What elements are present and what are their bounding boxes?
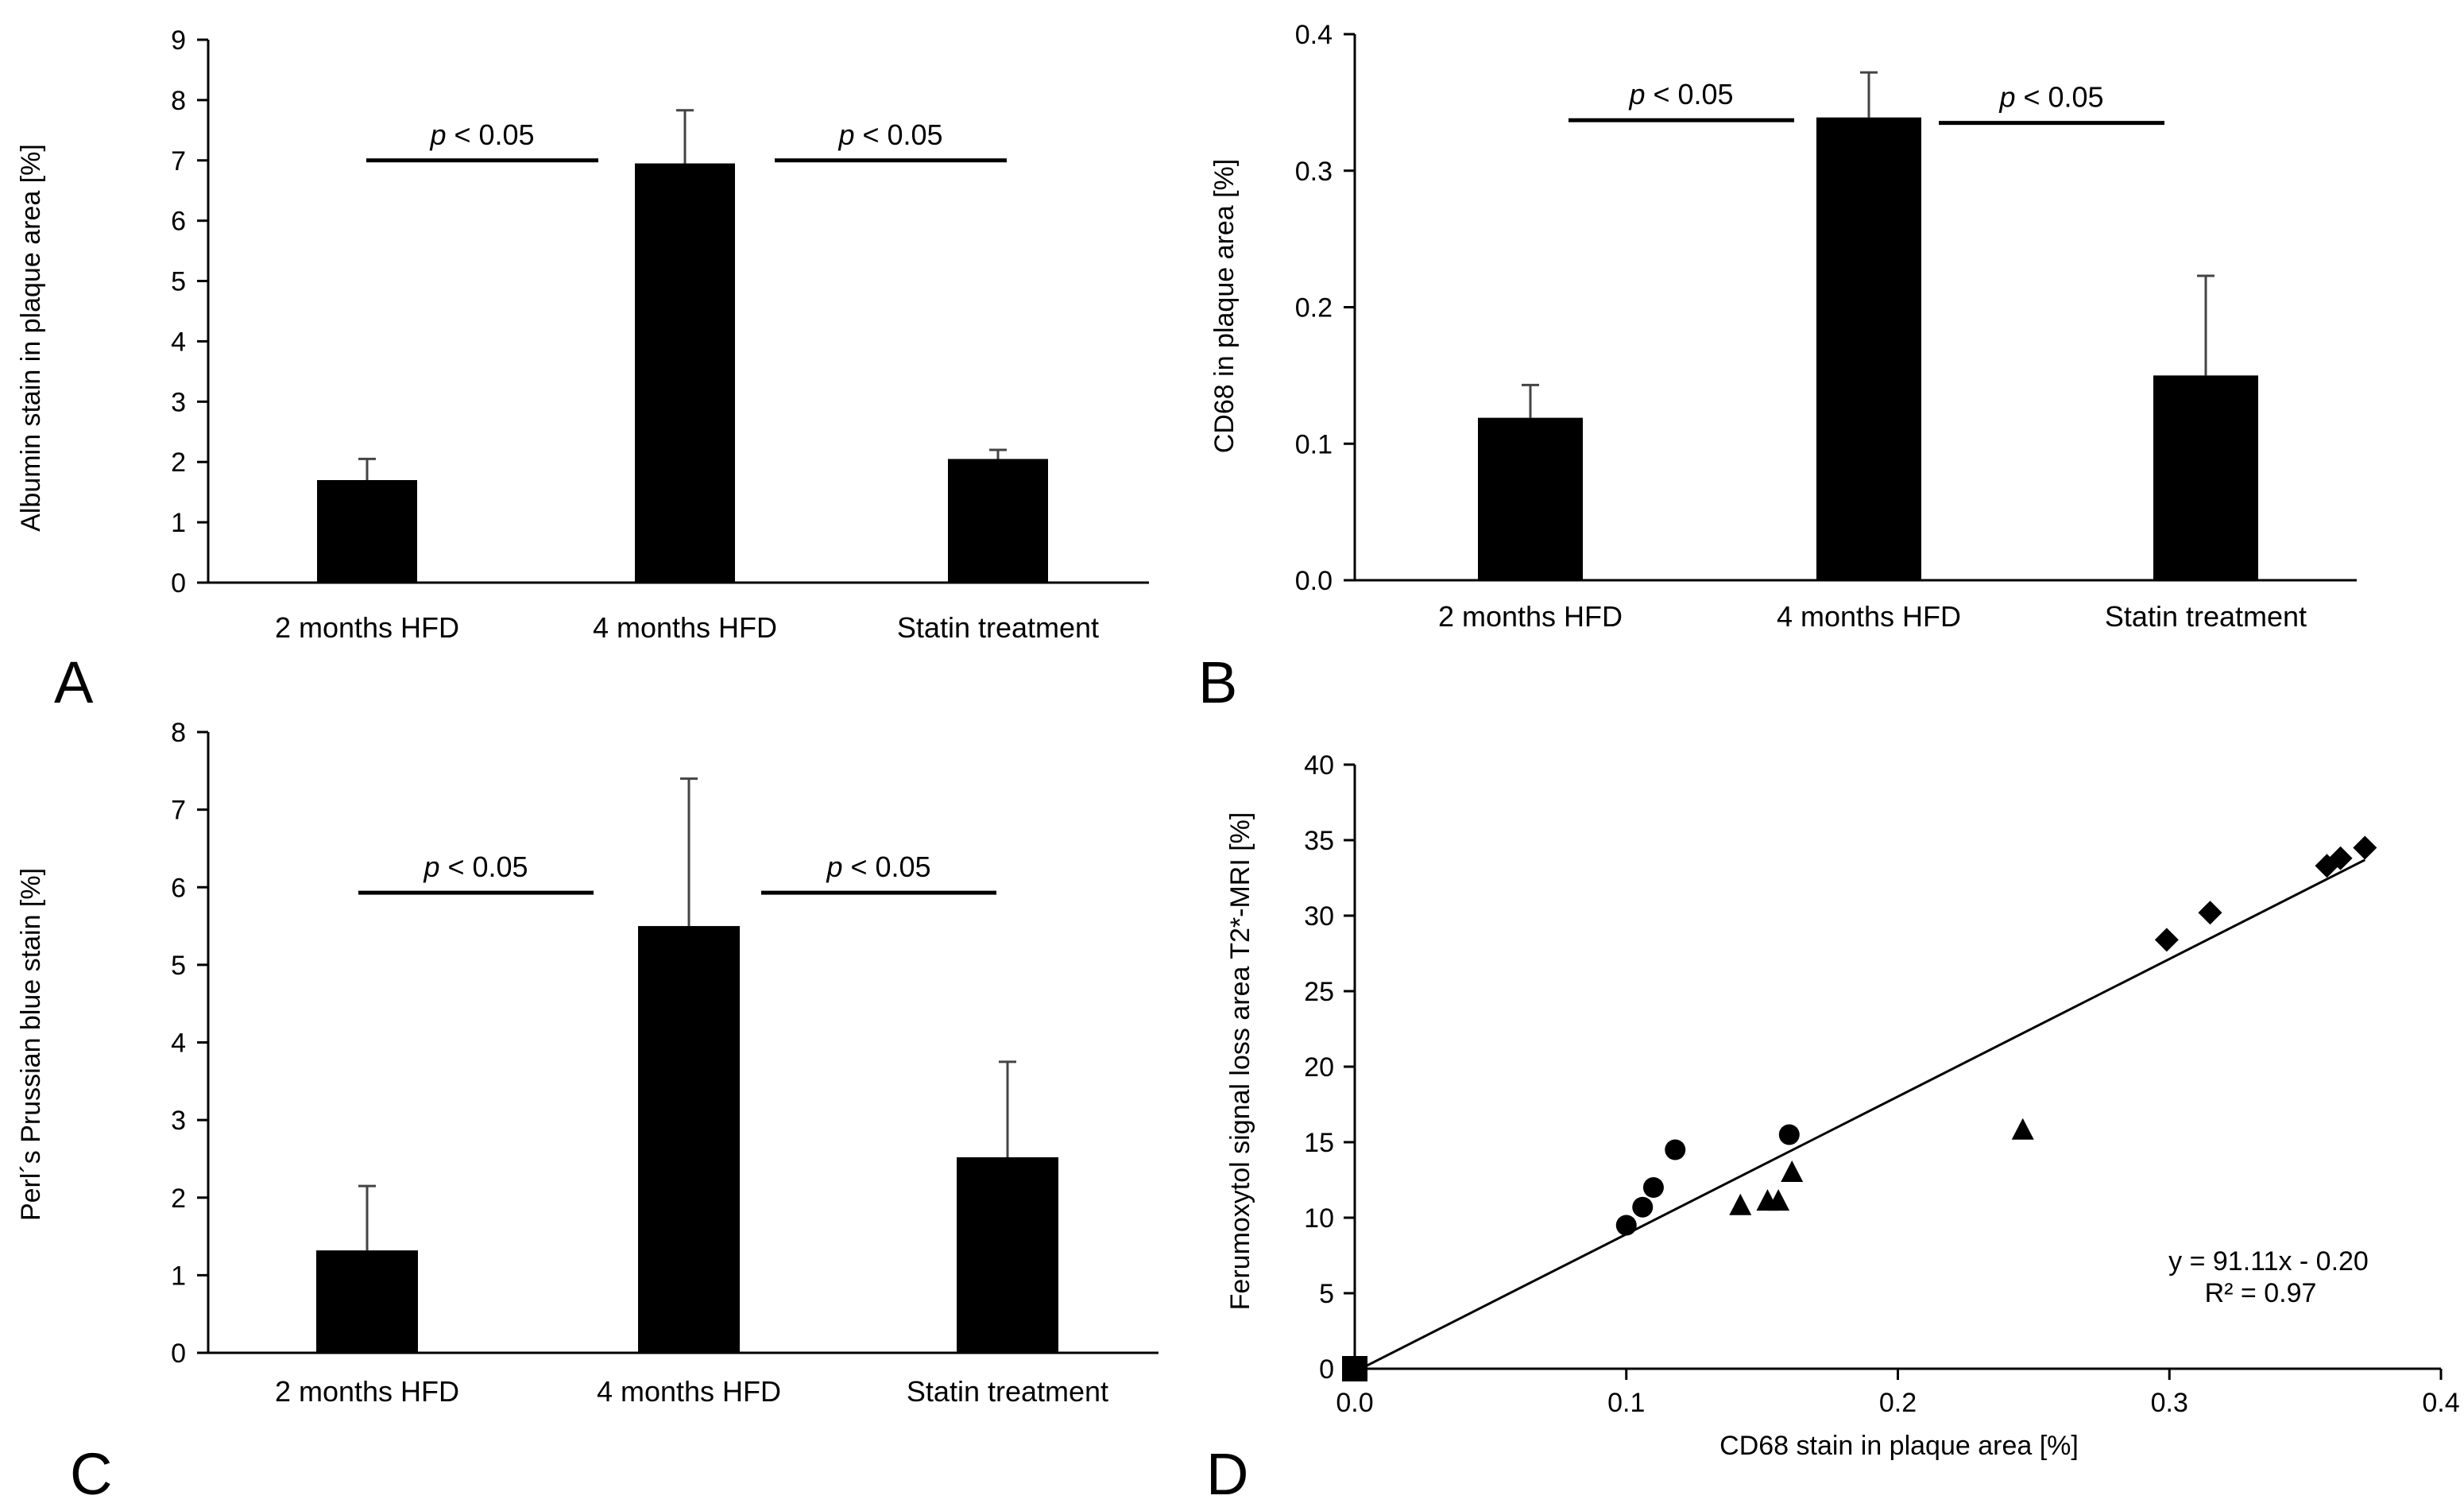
panel-b-p-value-label: p < 0.05 [1998,81,2103,114]
panel-b-chart: CD68 in plaque area [%] 0.0 0.1 0.2 0.3 0.4 2… [1198,20,2357,715]
panel-a-y-tick-label: 8 [171,86,186,116]
panel-b-y-tick-label: 0.1 [1295,429,1333,459]
panel-a-y-tick-label: 7 [171,146,186,176]
panel-d-x-tick-label: 0.1 [1607,1388,1645,1418]
panel-b-y-tick-label: 0.2 [1295,293,1333,324]
panel-a-y-tick-label: 3 [171,387,186,417]
panel-b-category-label: 2 months HFD [1438,600,1623,633]
panel-a-bar [317,479,417,583]
circle-marker [1632,1196,1654,1218]
panel-c-y-tick-label: 6 [171,873,186,903]
panel-c-bar [957,1156,1058,1353]
panel-c-letter: C [70,1441,112,1507]
panel-a-y-axis-label: Albumin stain in plaque area [%] [16,144,46,532]
panel-c-y-tick-label: 4 [171,1029,186,1059]
panel-b-category-label: 4 months HFD [1777,600,1961,633]
panel-d-x-tick-label: 0.3 [2151,1388,2188,1418]
panel-b-bar [1816,117,1921,580]
panel-d-y-tick-label: 25 [1304,977,1334,1007]
panel-d-y-tick-label: 15 [1304,1128,1334,1158]
panel-d-x-tick-label: 0.4 [2422,1388,2459,1418]
panel-c-y-tick-label: 1 [171,1261,186,1291]
diamond-marker [2154,928,2179,952]
triangle-marker [2011,1118,2034,1140]
triangle-marker [1767,1189,1790,1211]
panel-a-p-value-label: p < 0.05 [837,118,942,151]
panel-d-y-tick-label: 30 [1304,901,1334,932]
panel-d-x-tick-label: 0.0 [1336,1388,1373,1418]
panel-a-bar [635,163,735,583]
diamond-marker [2328,846,2353,870]
panel-d-x-tick-label: 0.2 [1879,1388,1917,1418]
panel-a-category-label: 4 months HFD [593,611,777,644]
panel-c-y-tick-label: 0 [171,1339,186,1369]
panel-c-bar [638,926,740,1353]
panel-a-y-tick-label: 1 [171,508,186,538]
triangle-marker [1781,1160,1804,1182]
square-marker [1342,1356,1367,1381]
panel-b-y-tick-label: 0.3 [1295,157,1333,187]
panel-c-p-value-label: p < 0.05 [423,850,528,883]
panel-c-category-label: Statin treatment [907,1375,1108,1408]
triangle-marker [1729,1193,1752,1215]
circle-marker [1615,1215,1637,1236]
panel-a-letter: A [54,649,94,715]
panel-c-bar [316,1250,418,1353]
circle-marker [1778,1124,1800,1145]
diamond-marker [2353,835,2377,860]
panel-d-x-axis-label: CD68 stain in plaque area [%] [1719,1431,2079,1461]
panel-a-p-value-label: p < 0.05 [429,118,534,151]
panel-b-letter: B [1198,649,1237,715]
panel-d-y-tick-label: 0 [1319,1354,1334,1385]
panel-d-y-tick-label: 40 [1304,750,1334,781]
panel-a-y-tick-label: 5 [171,267,186,297]
panel-b-y-tick-label: 0.4 [1295,20,1333,50]
panel-d-chart: Ferumoxytol signal loss area T2*-MRI [%]… [1206,750,2460,1507]
panel-c-y-axis-label: Perl´s Prussian blue stain [%] [16,868,46,1221]
panel-a-category-label: Statin treatment [897,611,1099,644]
panel-b-category-label: Statin treatment [2105,600,2307,633]
panel-c-chart: Perl´s Prussian blue stain [%] 0 1 2 3 4 5 6 7 8… [16,718,1159,1507]
regression-r-squared: R² = 0.97 [2205,1278,2317,1308]
panel-a-y-tick-label: 4 [171,327,186,357]
panel-a-chart: Albumin stain in plaque area [%] 0 1 2 3 4 5 6… [16,25,1149,715]
panel-c-y-tick-label: 2 [171,1184,186,1214]
panel-c-y-tick-label: 7 [171,796,186,826]
panel-c-y-tick-label: 8 [171,718,186,748]
panel-a-category-label: 2 months HFD [275,611,459,644]
regression-equation: y = 91.11x - 0.20 [2168,1246,2369,1277]
panel-b-y-tick-label: 0.0 [1295,566,1333,596]
panel-c-category-label: 4 months HFD [597,1375,781,1408]
panel-a-y-tick-label: 0 [171,568,186,599]
panel-c-p-value-label: p < 0.05 [826,850,930,883]
panel-b-bar [2153,375,2258,580]
panel-d-y-axis-label: Ferumoxytol signal loss area T2*-MRI [%] [1225,812,1255,1311]
panel-b-p-value-label: p < 0.05 [1628,78,1733,110]
panel-a-y-tick-label: 9 [171,25,186,56]
panel-a-y-tick-label: 6 [171,207,186,237]
panel-b-bar [1478,417,1583,580]
regression-line [1354,858,2365,1373]
panel-d-y-tick-label: 10 [1304,1203,1334,1234]
panel-b-y-axis-label: CD68 in plaque area [%] [1209,159,1240,453]
panel-d-letter: D [1206,1441,1248,1507]
panel-c-y-tick-label: 5 [171,951,186,981]
panel-d-y-tick-label: 20 [1304,1052,1334,1083]
panel-c-category-label: 2 months HFD [275,1375,459,1408]
panel-d-y-tick-label: 5 [1319,1279,1334,1309]
panel-a-y-tick-label: 2 [171,447,186,478]
panel-d-y-tick-label: 35 [1304,826,1334,856]
circle-marker [1665,1139,1686,1160]
panel-c-y-tick-label: 3 [171,1106,186,1136]
circle-marker [1642,1177,1664,1198]
panel-a-bar [948,459,1048,583]
diamond-marker [2198,901,2222,925]
